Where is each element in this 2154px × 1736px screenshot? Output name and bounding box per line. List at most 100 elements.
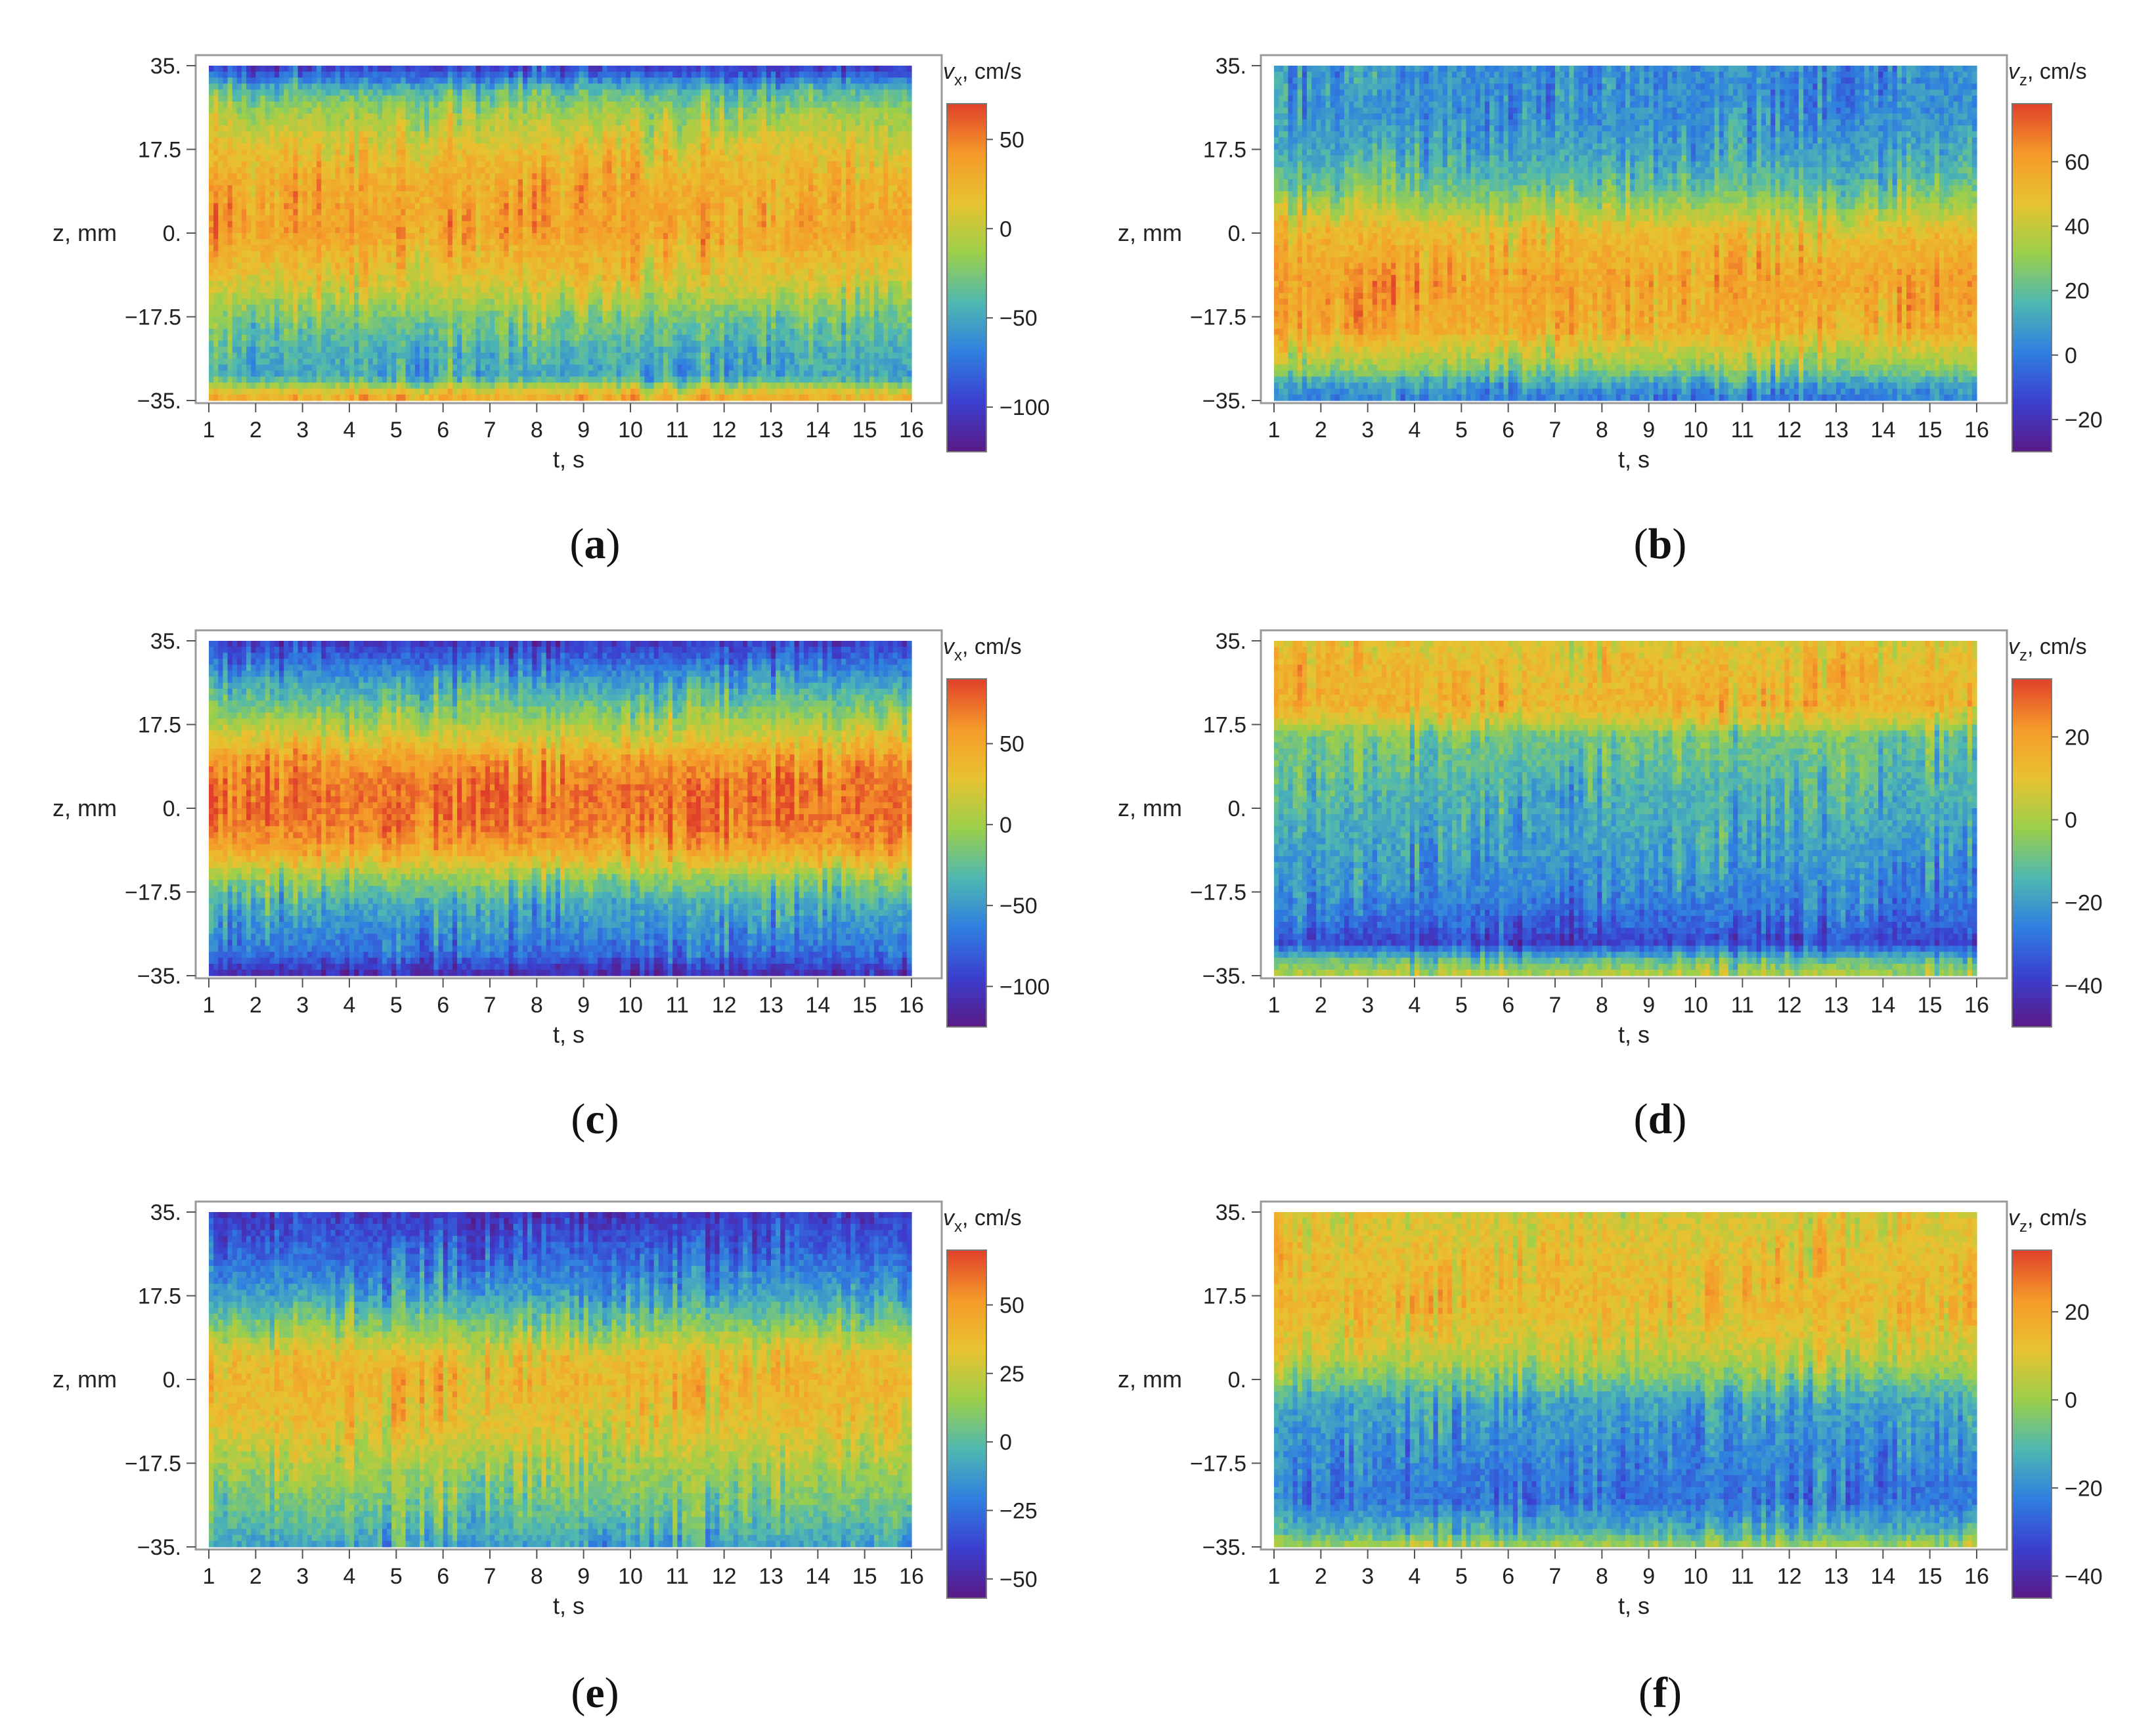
heatmap-cell — [827, 89, 833, 96]
heatmap-cell — [734, 83, 739, 90]
heatmap-cell — [598, 96, 603, 102]
heatmap-cell — [433, 72, 439, 78]
heatmap-cell — [579, 83, 584, 90]
heatmap-cell — [720, 66, 725, 72]
heatmap-cell — [485, 83, 491, 90]
heatmap-cell — [495, 72, 500, 78]
heatmap-cell — [443, 72, 449, 78]
heatmap-cell — [827, 77, 833, 84]
heatmap-cell — [822, 72, 827, 78]
heatmap-cell — [232, 96, 238, 102]
heatmap-cell — [841, 72, 846, 78]
heatmap-cell — [387, 83, 392, 90]
heatmap-cell — [303, 96, 308, 102]
heatmap-cell — [729, 77, 734, 84]
heatmap-cell — [415, 72, 420, 78]
heatmap-cell — [326, 66, 331, 72]
heatmap-cell — [462, 96, 467, 102]
heatmap-cell — [373, 72, 378, 78]
heatmap-cell — [443, 66, 449, 72]
heatmap-cell — [509, 72, 514, 78]
heatmap-cell — [640, 77, 645, 84]
heatmap-cell — [808, 66, 814, 72]
heatmap-cell — [452, 72, 458, 78]
heatmap-cell — [359, 96, 364, 102]
heatmap-cell — [326, 77, 331, 84]
heatmap-cell — [785, 83, 790, 90]
heatmap-cell — [584, 83, 589, 90]
heatmap-cell — [611, 66, 617, 72]
heatmap-cell — [560, 77, 565, 84]
heatmap-cell — [813, 72, 818, 78]
heatmap-cell — [429, 96, 434, 102]
heatmap-cell — [588, 72, 594, 78]
heatmap-cell — [288, 89, 294, 96]
heatmap-cell — [799, 83, 804, 90]
heatmap-cell — [293, 72, 298, 78]
heatmap-cell — [598, 89, 603, 96]
heatmap-cell — [279, 77, 284, 84]
heatmap-cell — [776, 72, 781, 78]
heatmap-cell — [518, 96, 523, 102]
heatmap-cell — [485, 66, 491, 72]
heatmap-cell — [569, 66, 575, 72]
heatmap-cell — [433, 77, 439, 84]
heatmap-cell — [363, 66, 368, 72]
heatmap-cell — [410, 96, 416, 102]
heatmap-cell — [312, 72, 317, 78]
heatmap-cell — [640, 96, 645, 102]
heatmap-cell — [293, 77, 298, 84]
heatmap-cell — [841, 77, 846, 84]
heatmap-cell — [710, 77, 715, 84]
heatmap-cell — [439, 66, 444, 72]
heatmap-cell — [396, 89, 401, 96]
heatmap-cell — [630, 72, 636, 78]
heatmap-cell — [255, 83, 261, 90]
heatmap-cell — [321, 66, 326, 72]
heatmap-cell — [481, 83, 486, 90]
heatmap-cell — [602, 77, 607, 84]
heatmap-cell — [340, 66, 345, 72]
heatmap-cell — [860, 72, 866, 78]
heatmap-cell — [808, 72, 814, 78]
heatmap-cell — [607, 77, 612, 84]
heatmap-cell — [387, 77, 392, 84]
heatmap-cell — [275, 77, 280, 84]
heatmap-cell — [345, 83, 350, 90]
heatmap-cell — [359, 77, 364, 84]
heatmap-cell — [509, 83, 514, 90]
heatmap-cell — [326, 96, 331, 102]
heatmap-cell — [433, 83, 439, 90]
heatmap-cell — [391, 77, 397, 84]
heatmap-cell — [359, 89, 364, 96]
heatmap-cell — [892, 77, 898, 84]
heatmap-cell — [251, 96, 256, 102]
heatmap-cell — [298, 72, 303, 78]
heatmap-cell — [410, 66, 416, 72]
heatmap-cell — [874, 89, 879, 96]
heatmap-cell — [541, 96, 546, 102]
heatmap-cell — [246, 66, 252, 72]
heatmap-cell — [532, 66, 537, 72]
heatmap-cell — [307, 72, 313, 78]
heatmap-cell — [795, 83, 800, 90]
heatmap-cell — [518, 89, 523, 96]
heatmap-cell — [898, 83, 903, 90]
heatmap-cell — [317, 89, 322, 96]
heatmap-cell — [209, 96, 214, 102]
heatmap-cell — [546, 96, 552, 102]
heatmap-cell — [832, 83, 837, 90]
heatmap-cell — [213, 83, 219, 90]
heatmap-cell — [696, 89, 701, 96]
heatmap-cell — [279, 83, 284, 90]
heatmap-cell — [345, 96, 350, 102]
heatmap-cell — [448, 66, 453, 72]
heatmap-cell — [246, 96, 252, 102]
heatmap-cell — [527, 77, 533, 84]
heatmap-cell — [462, 66, 467, 72]
heatmap-cell — [223, 83, 228, 90]
heatmap-cell — [359, 83, 364, 90]
heatmap-cell — [410, 72, 416, 78]
heatmap-cell — [738, 89, 743, 96]
heatmap-cell — [701, 83, 706, 90]
